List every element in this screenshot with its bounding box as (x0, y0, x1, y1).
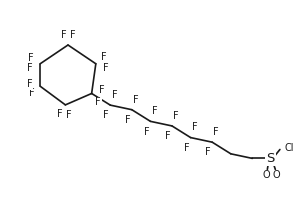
Text: F: F (133, 95, 139, 105)
Text: F: F (173, 111, 179, 121)
Text: S: S (266, 152, 274, 165)
Text: F: F (152, 106, 157, 116)
Text: F: F (144, 127, 149, 136)
Text: F: F (103, 110, 109, 120)
Text: O: O (263, 170, 270, 180)
Text: O: O (273, 170, 280, 180)
Text: F: F (99, 85, 105, 95)
Text: F: F (112, 90, 117, 100)
Text: F: F (70, 30, 75, 40)
Text: F: F (213, 127, 219, 137)
Text: F: F (28, 53, 33, 63)
Text: F: F (27, 79, 32, 89)
Text: F: F (57, 109, 63, 119)
Text: F: F (29, 88, 35, 98)
Text: F: F (165, 131, 171, 141)
Text: Cl: Cl (284, 142, 294, 153)
Text: F: F (101, 52, 107, 62)
Text: F: F (184, 143, 189, 153)
Text: F: F (95, 97, 101, 107)
Text: F: F (27, 62, 33, 72)
Text: F: F (192, 122, 198, 132)
Text: F: F (60, 30, 66, 40)
Text: F: F (125, 115, 131, 125)
Text: F: F (103, 62, 109, 72)
Text: F: F (205, 147, 211, 157)
Text: F: F (66, 110, 72, 120)
